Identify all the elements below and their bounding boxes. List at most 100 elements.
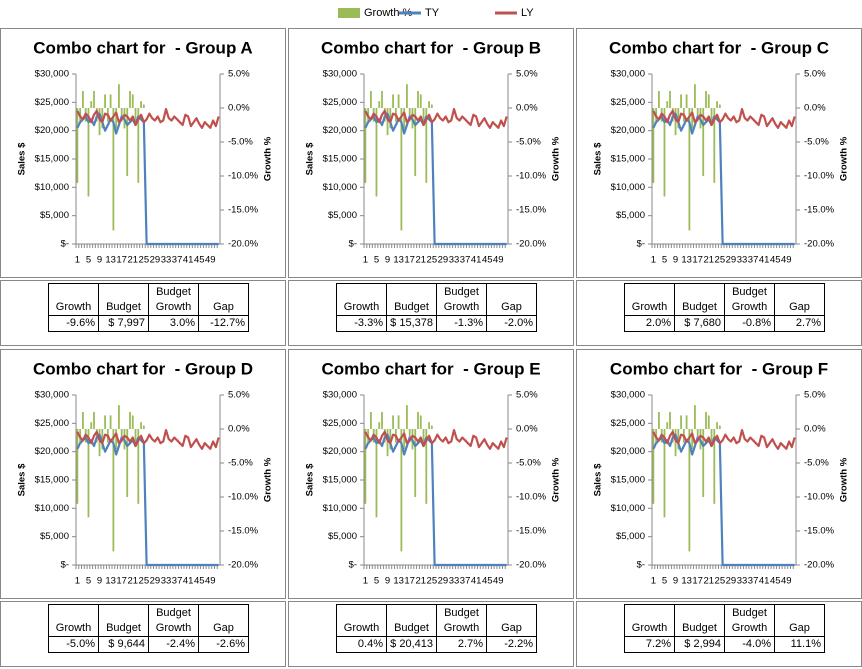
bar [93,91,95,108]
x-tick-label: 33 [449,255,460,266]
bar [696,108,699,122]
bar [93,412,95,429]
table-row: -3.3% $ 15,378 -1.3% -2.0% [336,315,537,332]
value-cell: -5.0% [48,636,99,653]
x-tick-label: 9 [673,576,678,587]
header-cell: Growth [624,283,675,316]
y2-tick-label: -5.0% [516,458,541,469]
bar [685,94,688,108]
y-axis-label: Sales $ [17,463,28,496]
x-tick-label: 29 [150,255,161,266]
table-row: 0.4% $ 20,413 2.7% -2.2% [336,636,537,653]
x-tick-label: 49 [493,576,504,587]
bar [652,108,655,183]
value-cell: -9.6% [48,315,99,332]
bar [104,415,106,429]
bar [120,108,123,122]
x-tick-label: 1 [363,255,368,266]
x-tick-label: 17 [692,576,703,587]
x-tick-label: 9 [385,576,390,587]
bar [669,412,671,429]
legend-label: LY [521,7,534,19]
bar [414,108,417,176]
bar [90,101,93,108]
header-cell: Gap [198,604,249,637]
bar [408,429,411,443]
x-tick-label: 9 [97,255,102,266]
bar [417,412,419,429]
value-cell: 0.4% [336,636,387,653]
y2-tick-label: -15.0% [804,205,835,216]
y-tick-label: $5,000 [616,531,645,542]
x-tick-label: 49 [781,255,792,266]
y-tick-label: $5,000 [616,210,645,221]
table-panel [288,280,574,346]
bar [140,101,142,108]
y-tick-label: $5,000 [40,531,69,542]
bar [691,429,694,450]
bar [707,415,710,429]
y2-tick-label: -5.0% [228,137,253,148]
y-tick-label: $5,000 [328,210,357,221]
x-tick-label: 41 [759,576,770,587]
x-tick-label: 37 [748,255,759,266]
x-tick-label: 45 [194,576,205,587]
table-panel [0,601,286,667]
header-cell: Budget [386,283,437,316]
y2-axis-label: Growth % [551,136,562,181]
x-tick-label: 49 [205,255,216,266]
bar [666,422,669,429]
chart-title: Combo chart for - Group F [610,359,828,378]
x-tick-label: 1 [651,255,656,266]
x-tick-label: 45 [482,255,493,266]
bar [95,429,98,443]
x-tick-label: 5 [86,255,91,266]
x-tick-label: 45 [770,255,781,266]
bar [142,104,145,108]
y2-tick-label: -20.0% [516,239,547,250]
header-cell: Budget Growth [148,283,199,316]
y-tick-label: $- [349,560,357,571]
header-cell: Gap [486,604,537,637]
bar [370,91,372,108]
y-tick-label: $25,000 [611,418,645,429]
table-row: Growth Budget Budget Growth Gap [48,604,249,637]
chart-title: Combo chart for - Group E [321,359,540,378]
header-cell: Budget [674,604,725,637]
bar [430,425,433,429]
table-row: Growth Budget Budget Growth Gap [624,604,825,637]
line-series [652,112,795,246]
x-tick-label: 25 [427,255,438,266]
bar [370,412,372,429]
x-tick-label: 33 [737,576,748,587]
bar [101,429,104,450]
value-cell: $ 7,680 [674,315,725,332]
y2-tick-label: -10.0% [516,171,547,182]
bar [104,94,106,108]
bar [120,429,123,443]
value-cell: -2.4% [148,636,199,653]
y-axis-label: Sales $ [305,142,316,175]
x-tick-label: 17 [404,255,415,266]
bar [694,405,696,429]
bar [671,429,674,443]
line-series [652,433,795,567]
x-tick-label: 21 [703,576,714,587]
bar [718,104,721,108]
bar [386,429,389,457]
bar [707,94,710,108]
y-tick-label: $20,000 [611,446,645,457]
chart-panel [288,28,574,278]
bar [118,84,120,108]
bar [425,429,428,504]
summary-table: Growth Budget Budget Growth Gap 7.2% $ 2,994-… [624,604,825,653]
bar [658,412,660,429]
x-tick-label: 37 [460,255,471,266]
x-tick-label: 49 [493,255,504,266]
bar [134,429,137,443]
x-tick-label: 33 [161,255,172,266]
y2-tick-label: -5.0% [804,458,829,469]
y-tick-label: $25,000 [323,97,357,108]
bar [112,108,115,231]
bar [134,108,137,122]
